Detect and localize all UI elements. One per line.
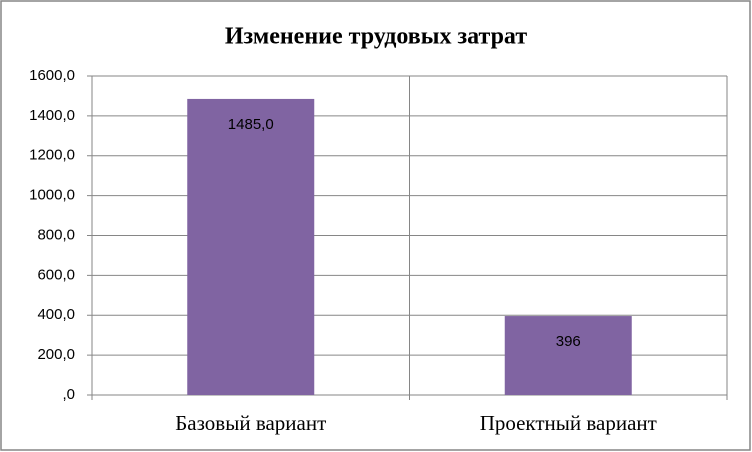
chart-title: Изменение трудовых затрат <box>225 24 527 50</box>
y-tick-label: 1400,0 <box>29 107 75 124</box>
y-tick-label: 800,0 <box>37 226 75 243</box>
y-tick-label: 1600,0 <box>29 67 75 84</box>
bar <box>504 316 632 395</box>
y-tick-label: 1200,0 <box>29 147 75 164</box>
y-tick-label: 400,0 <box>37 306 75 323</box>
y-tick-label: 600,0 <box>37 266 75 283</box>
y-tick-label: 200,0 <box>37 346 75 363</box>
x-tick-label: Базовый вариант <box>175 411 326 435</box>
bar <box>187 98 315 395</box>
y-tick-label: 1000,0 <box>29 187 75 204</box>
y-tick-label: ,0 <box>62 386 75 403</box>
data-label: 1485,0 <box>228 116 274 133</box>
data-label: 396 <box>556 333 581 350</box>
x-tick-label: Проектный вариант <box>480 411 657 435</box>
